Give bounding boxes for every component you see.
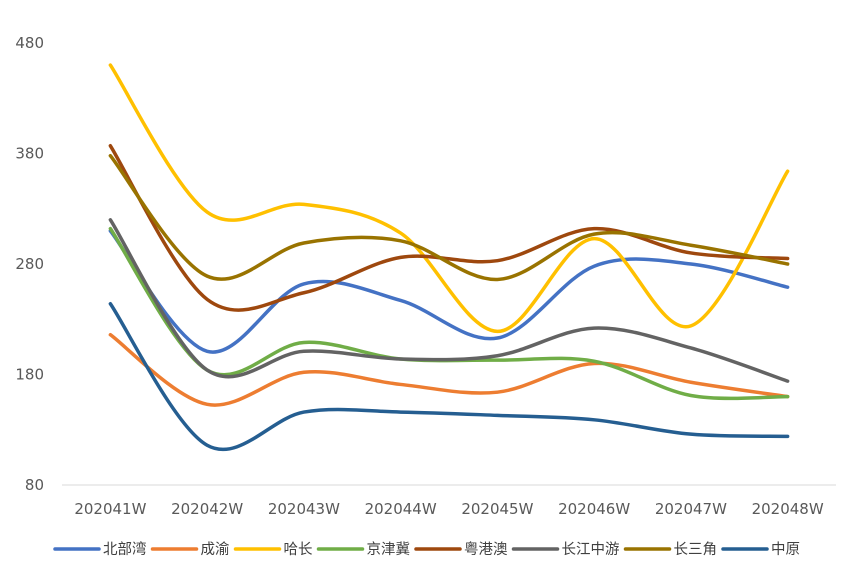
legend-item: 粤港澳 [414, 540, 508, 558]
legend-label: 哈长 [284, 541, 313, 558]
legend-label: 中原 [771, 541, 800, 558]
legend-item: 北部湾 [53, 541, 147, 558]
x-tick-label: 202047W [655, 500, 727, 518]
legend-item: 哈长 [233, 541, 313, 558]
y-tick-label: 380 [15, 145, 44, 163]
legend-label: 京津冀 [367, 541, 411, 558]
series-line-7 [108, 153, 790, 282]
legend-item: 长江中游 [511, 541, 620, 558]
y-tick-label: 480 [15, 34, 44, 52]
x-tick-label: 202048W [752, 500, 824, 518]
y-tick-label: 80 [25, 476, 44, 494]
legend-item: 京津冀 [316, 541, 411, 558]
legend: 北部湾 成渝 哈长 京津冀 粤港澳 长江中游 长三角 中原 [53, 540, 800, 558]
x-tick-label: 202042W [171, 500, 243, 518]
legend-item: 长三角 [623, 541, 718, 558]
series-line-6 [108, 218, 790, 383]
legend-label: 长三角 [674, 541, 718, 558]
series-line-5 [108, 144, 790, 312]
x-tick-label: 202046W [558, 500, 630, 518]
series-line-1 [108, 229, 790, 354]
x-tick-label: 202043W [268, 500, 340, 518]
series-line-8 [108, 302, 790, 452]
legend-label: 长江中游 [562, 541, 620, 558]
x-tick-label: 202045W [461, 500, 533, 518]
legend-item: 中原 [721, 541, 800, 558]
legend-label: 北部湾 [103, 541, 147, 558]
legend-item: 成渝 [150, 541, 230, 558]
y-tick-label: 280 [15, 255, 44, 273]
legend-label: 粤港澳 [464, 540, 508, 558]
legend-label: 成渝 [201, 541, 230, 558]
axes: 80 180 280 380 480 202041W 202042W 202043W 20204… [15, 34, 836, 518]
x-tick-label: 202044W [365, 500, 437, 518]
series-line-3 [108, 63, 790, 334]
series-lines [108, 63, 790, 452]
y-tick-label: 180 [15, 366, 44, 384]
series-line-2 [108, 332, 790, 407]
x-tick-label: 202041W [74, 500, 146, 518]
